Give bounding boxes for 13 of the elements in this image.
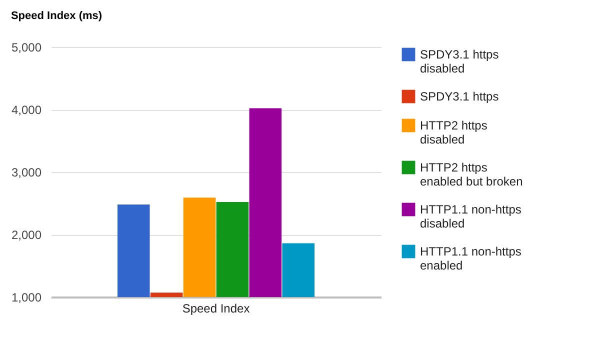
legend-label: HTTP1.1 non-https disabled	[420, 202, 522, 230]
y-tick-label: 3,000	[11, 166, 42, 180]
x-tick-label: Speed Index	[182, 302, 250, 316]
y-tick-label: 4,000	[11, 103, 42, 117]
chart-title: Speed Index (ms)	[10, 10, 102, 22]
legend-label: SPDY3.1 https disabled	[420, 48, 499, 76]
legend-label: HTTP2 https disabled	[420, 118, 488, 146]
y-tick-label: 2,000	[11, 228, 42, 242]
legend-label: SPDY3.1 https	[420, 90, 499, 104]
legend-label: HTTP2 https enabled but broken	[420, 160, 523, 188]
y-tick-label: 1,000	[11, 290, 42, 304]
y-tick-label: 5,000	[11, 40, 42, 54]
legend-label: HTTP1.1 non-https enabled	[420, 244, 522, 272]
